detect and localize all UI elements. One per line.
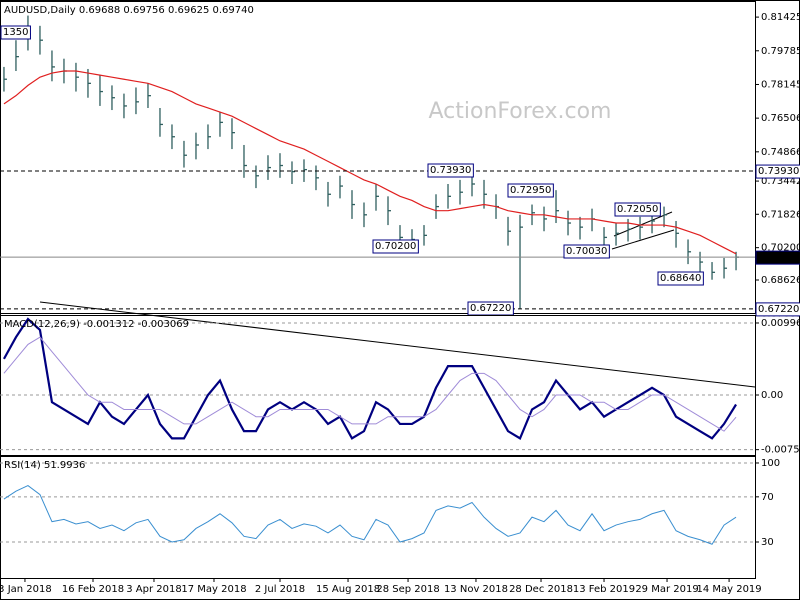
y-tick-label: 0.71826 bbox=[761, 209, 800, 220]
x-tick-label: 17 May 2018 bbox=[181, 584, 246, 595]
y-tick-label: 0.79785 bbox=[761, 46, 800, 57]
annotation-box bbox=[372, 239, 419, 254]
annotation-box bbox=[0, 25, 31, 40]
line bbox=[2, 317, 737, 440]
level-label-box bbox=[755, 164, 800, 179]
annotation-box bbox=[657, 271, 704, 286]
annotation: 0.70200 bbox=[375, 241, 416, 252]
y-tick-label: 0.70200 bbox=[761, 243, 800, 254]
level-label-box bbox=[755, 302, 800, 317]
level-label: 0.67220 bbox=[758, 304, 799, 315]
annotation-box bbox=[427, 163, 474, 178]
annotation-box bbox=[507, 183, 554, 198]
panel-title: MACD(12,26,9) -0.001312 -0.003069 bbox=[4, 319, 189, 330]
x-tick-label: 3 Apr 2018 bbox=[126, 584, 181, 595]
y-tick-label: 0.73442 bbox=[761, 176, 800, 187]
annotation: 1350 bbox=[3, 27, 28, 38]
trendline bbox=[39, 301, 756, 388]
y-tick-label: -0.00756 bbox=[761, 445, 800, 456]
annotation: 0.68640 bbox=[660, 273, 701, 284]
x-tick-label: 16 Feb 2018 bbox=[62, 584, 124, 595]
annotation-box bbox=[614, 202, 661, 217]
annotation: 0.67220 bbox=[470, 303, 511, 314]
annotation: 0.72950 bbox=[510, 185, 551, 196]
level-label: 0.73930 bbox=[758, 166, 799, 177]
y-tick-label: 0.68626 bbox=[761, 275, 800, 286]
trendline bbox=[611, 229, 675, 250]
line bbox=[3, 70, 737, 255]
y-tick-label: 30 bbox=[761, 537, 774, 548]
x-tick-label: 28 Dec 2018 bbox=[509, 584, 573, 595]
panel-title: AUDUSD,Daily 0.69688 0.69756 0.69625 0.6… bbox=[4, 5, 254, 16]
x-tick-label: 3 Jan 2018 bbox=[0, 584, 52, 595]
x-tick-label: 29 Mar 2019 bbox=[635, 584, 698, 595]
watermark: ActionForex.com bbox=[429, 99, 612, 124]
x-tick-label: 15 Aug 2018 bbox=[316, 584, 380, 595]
annotation-box bbox=[563, 244, 610, 259]
x-tick-label: 28 Sep 2018 bbox=[376, 584, 439, 595]
line bbox=[3, 484, 737, 545]
x-tick-label: 13 Nov 2018 bbox=[444, 584, 508, 595]
x-tick-label: 2 Jul 2018 bbox=[255, 584, 305, 595]
y-tick-label: 100 bbox=[761, 458, 780, 469]
y-tick-label: 0.76506 bbox=[761, 113, 800, 124]
y-tick-label: 0.00 bbox=[761, 390, 783, 401]
annotation: 0.70030 bbox=[566, 246, 607, 257]
y-tick-label: 70 bbox=[761, 492, 774, 503]
y-tick-label: 0.78145 bbox=[761, 79, 800, 90]
level-label: 0.69740 bbox=[758, 252, 799, 263]
line bbox=[3, 336, 737, 432]
annotation: 0.72050 bbox=[617, 204, 658, 215]
x-tick-label: 13 Feb 2019 bbox=[573, 584, 635, 595]
panel-title: RSI(14) 51.9936 bbox=[4, 460, 85, 471]
level-label-box bbox=[755, 250, 800, 265]
trendline bbox=[613, 211, 673, 237]
y-tick-label: 0.009964 bbox=[761, 318, 800, 329]
annotation: 0.73930 bbox=[430, 165, 471, 176]
y-tick-label: 0.74866 bbox=[761, 147, 800, 158]
x-tick-label: 14 May 2019 bbox=[696, 584, 761, 595]
y-tick-label: 0.81425 bbox=[761, 12, 800, 23]
